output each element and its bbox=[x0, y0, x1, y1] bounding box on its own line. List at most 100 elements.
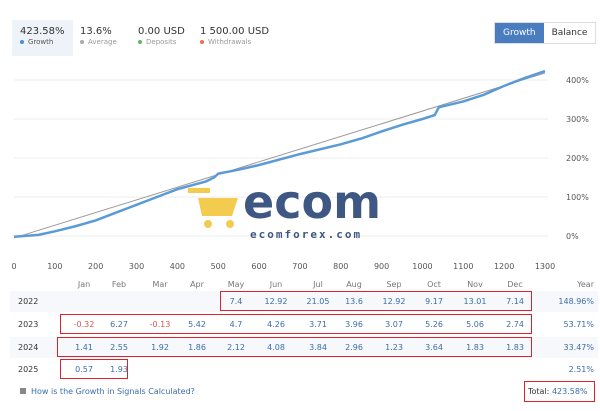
month-value: 5.42 bbox=[188, 320, 206, 329]
month-value: 2.12 bbox=[227, 343, 245, 352]
year-label: 2023 bbox=[18, 320, 39, 329]
year-label: 2024 bbox=[18, 343, 39, 352]
month-header: Dec bbox=[507, 280, 523, 289]
month-header: Jan bbox=[77, 280, 91, 289]
y-tick-label: 0% bbox=[566, 232, 579, 241]
x-tick-label: 1200 bbox=[494, 262, 514, 271]
x-tick-label: 400 bbox=[170, 262, 185, 271]
withdrawals-value: 1 500.00 USD bbox=[200, 26, 270, 37]
highlight-box bbox=[60, 359, 128, 379]
month-value: 1.86 bbox=[188, 343, 206, 352]
row-band bbox=[10, 337, 598, 358]
year-total: 53.71% bbox=[563, 320, 594, 329]
highlight-box bbox=[220, 291, 532, 311]
growth-dot-icon bbox=[20, 40, 24, 44]
month-value: 3.84 bbox=[309, 343, 327, 352]
month-value: 4.7 bbox=[229, 320, 243, 329]
growth-chart: 0% 100% 200% 300% 400% 0 100 200 300 400 500 600 700… bbox=[11, 69, 589, 271]
month-header: Jul bbox=[313, 280, 323, 289]
chart-mode-toggle: Growth Balance bbox=[494, 22, 597, 44]
month-value: 1.92 bbox=[151, 343, 169, 352]
y-tick-label: 400% bbox=[566, 76, 589, 85]
balance-tab[interactable]: Balance bbox=[551, 28, 588, 38]
ecomforex-watermark-logo: ecom ecomforex.com bbox=[188, 168, 413, 247]
month-header: Oct bbox=[427, 280, 441, 289]
help-link[interactable]: How is the Growth in Signals Calculated? bbox=[20, 387, 195, 396]
stat-average: 13.6% Average bbox=[72, 20, 125, 56]
x-tick-label: 200 bbox=[88, 262, 103, 271]
month-value: 3.71 bbox=[309, 320, 327, 329]
month-header: Sep bbox=[386, 280, 402, 289]
deposits-value: 0.00 USD bbox=[138, 26, 185, 37]
year-header: Year bbox=[577, 280, 594, 289]
svg-text:ecom: ecom bbox=[243, 175, 381, 229]
help-link-text[interactable]: How is the Growth in Signals Calculated? bbox=[31, 387, 195, 396]
y-tick-label: 100% bbox=[566, 193, 589, 202]
x-tick-label: 1100 bbox=[453, 262, 473, 271]
month-value: 1.93 bbox=[110, 365, 128, 374]
y-tick-label: 200% bbox=[566, 154, 589, 163]
total-value: 423.58% bbox=[551, 387, 588, 396]
x-tick-label: 1300 bbox=[535, 262, 555, 271]
x-tick-label: 1000 bbox=[412, 262, 432, 271]
x-tick-label: 100 bbox=[47, 262, 62, 271]
x-tick-label: 800 bbox=[333, 262, 348, 271]
withdrawals-label: Withdrawals bbox=[208, 38, 252, 46]
total-box: Total: 423.58% bbox=[524, 381, 595, 402]
highlight-box bbox=[57, 337, 532, 357]
month-value: -0.32 bbox=[73, 320, 95, 329]
series-line-trend bbox=[13, 72, 546, 239]
total-label: Total: bbox=[528, 387, 550, 396]
deposits-dot-icon bbox=[138, 40, 142, 44]
month-value: 13.6 bbox=[345, 297, 363, 306]
month-value: 1.23 bbox=[385, 343, 403, 352]
x-tick-label: 500 bbox=[211, 262, 226, 271]
month-value: 6.27 bbox=[110, 320, 128, 329]
growth-tab[interactable]: Growth bbox=[495, 23, 544, 43]
x-tick-label: 300 bbox=[129, 262, 144, 271]
month-header: Aug bbox=[346, 280, 362, 289]
stat-withdrawals: 1 500.00 USD Withdrawals bbox=[192, 20, 277, 56]
month-value: 4.08 bbox=[267, 343, 285, 352]
month-value: 3.07 bbox=[385, 320, 403, 329]
month-value: 2.96 bbox=[345, 343, 363, 352]
month-value: 12.92 bbox=[382, 297, 406, 306]
month-value: 12.92 bbox=[264, 297, 288, 306]
year-label: 2022 bbox=[18, 297, 39, 306]
svg-text:ecomforex.com: ecomforex.com bbox=[250, 228, 362, 241]
info-icon bbox=[20, 388, 26, 394]
average-dot-icon bbox=[80, 40, 84, 44]
stat-growth[interactable]: 423.58% Growth bbox=[12, 20, 73, 56]
month-header: Apr bbox=[190, 280, 204, 289]
month-value: 4.26 bbox=[267, 320, 285, 329]
x-tick-label: 0 bbox=[11, 262, 16, 271]
month-value: 9.17 bbox=[425, 297, 443, 306]
x-tick-label: 600 bbox=[251, 262, 266, 271]
month-value: 5.26 bbox=[425, 320, 443, 329]
month-header: Nov bbox=[467, 280, 483, 289]
month-header: Feb bbox=[111, 280, 127, 289]
month-value: 7.4 bbox=[229, 297, 243, 306]
year-total: 148.96% bbox=[558, 297, 594, 306]
month-value: 2.55 bbox=[110, 343, 128, 352]
month-value: 21.05 bbox=[306, 297, 330, 306]
month-value: 3.64 bbox=[425, 343, 443, 352]
growth-label: Growth bbox=[28, 38, 54, 46]
month-value: -0.13 bbox=[149, 320, 171, 329]
year-label: 2025 bbox=[18, 365, 39, 374]
x-tick-label: 700 bbox=[292, 262, 307, 271]
growth-value: 423.58% bbox=[20, 26, 65, 37]
average-value: 13.6% bbox=[80, 26, 112, 37]
year-total: 2.51% bbox=[568, 365, 594, 374]
deposits-label: Deposits bbox=[146, 38, 177, 46]
month-value: 3.96 bbox=[345, 320, 363, 329]
x-tick-label: 900 bbox=[374, 262, 389, 271]
month-value: 1.83 bbox=[506, 343, 524, 352]
month-header: May bbox=[227, 280, 245, 289]
average-label: Average bbox=[88, 38, 117, 46]
month-header: Mar bbox=[152, 280, 168, 289]
row-band bbox=[10, 291, 598, 312]
month-value: 5.06 bbox=[466, 320, 484, 329]
month-value: 1.41 bbox=[75, 343, 93, 352]
month-value: 13.01 bbox=[463, 297, 487, 306]
